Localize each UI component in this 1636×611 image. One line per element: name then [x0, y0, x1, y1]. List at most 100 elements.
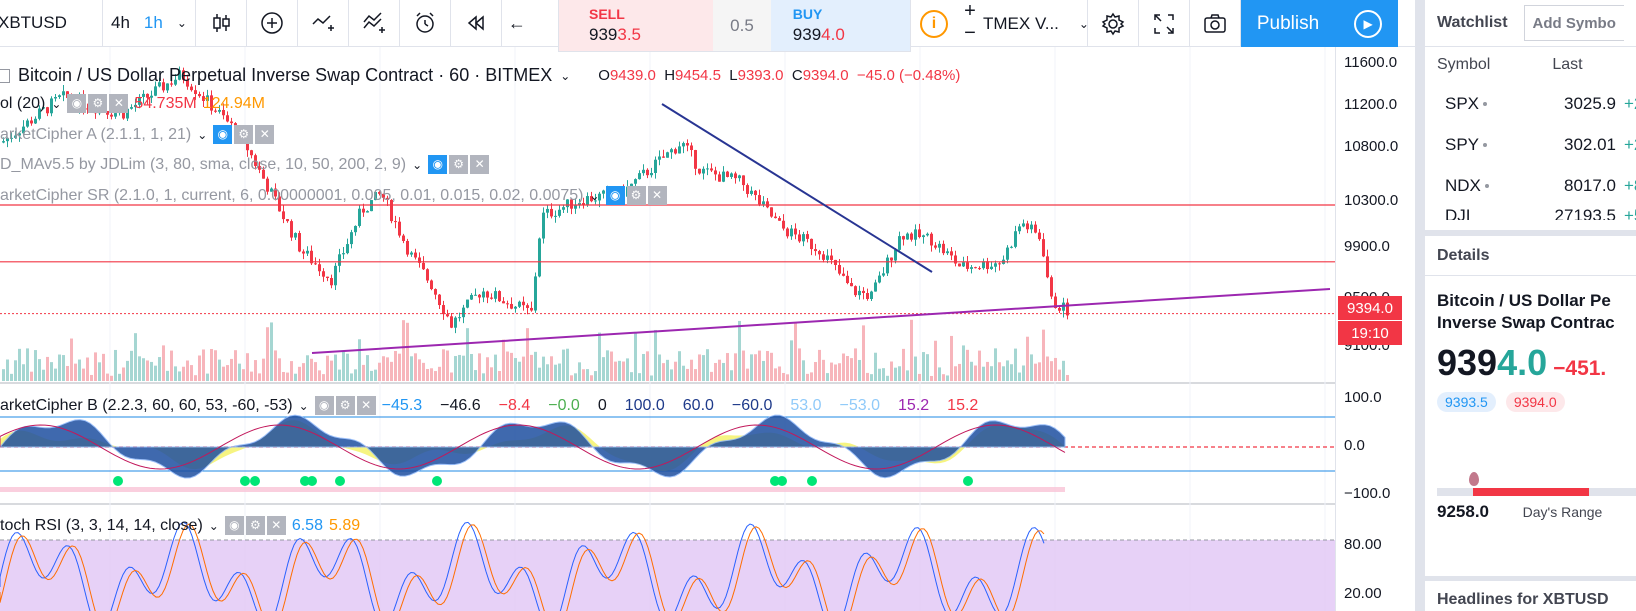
compare-icon[interactable] — [298, 0, 349, 47]
watchlist-row[interactable]: DJI 27193.5 +5 — [1445, 206, 1636, 220]
publish-button[interactable]: Publish ▶ — [1241, 0, 1398, 47]
indicator-cipher-b[interactable]: arketCipher B (2.2.3, 60, 60, 53, -60, -… — [0, 396, 979, 415]
settings-icon[interactable] — [1088, 0, 1139, 47]
close-icon[interactable]: ✕ — [266, 516, 286, 535]
candle-body — [506, 303, 509, 305]
legend-toggle-icon[interactable] — [0, 68, 10, 83]
fullscreen-icon[interactable] — [1139, 0, 1190, 47]
volume-bar — [546, 364, 549, 381]
volume-bar — [626, 358, 629, 381]
indicator-ma[interactable]: D_MAv5.5 by JDLim (3, 80, sma, close, 10… — [0, 155, 490, 174]
alert-icon[interactable] — [400, 0, 451, 47]
volume-bar — [886, 375, 889, 381]
gear-icon[interactable]: ⚙ — [245, 516, 265, 535]
candle-body — [990, 266, 993, 270]
sell-button[interactable]: SELL 9393.5 — [559, 0, 714, 51]
volume-bar — [922, 352, 925, 381]
chart-area[interactable]: Bitcoin / US Dollar Perpetual Inverse Sw… — [0, 47, 1415, 611]
chevron-down-icon[interactable]: ⌄ — [560, 68, 571, 83]
play-icon[interactable]: ▶ — [1354, 9, 1383, 38]
eye-icon[interactable]: ◉ — [428, 155, 448, 174]
candle-body — [674, 149, 677, 154]
watchlist-row[interactable]: NDX 8017.0 +8 — [1445, 175, 1636, 195]
close-icon[interactable]: ✕ — [255, 125, 275, 144]
volume-bar — [542, 356, 545, 381]
volume-bar — [918, 373, 921, 381]
candle-body — [26, 120, 29, 127]
candle-body — [86, 108, 89, 110]
price-chart[interactable] — [0, 47, 1415, 611]
candle-body — [382, 193, 385, 198]
volume-bar — [26, 348, 29, 381]
eye-icon[interactable]: ◉ — [605, 186, 625, 205]
candle-body — [554, 215, 557, 217]
volume-bar — [970, 361, 973, 381]
gear-icon[interactable]: ⚙ — [449, 155, 469, 174]
close-icon[interactable]: ✕ — [470, 155, 490, 174]
account-selector[interactable]: TMEX V... ⌄ — [983, 0, 1089, 47]
gear-icon[interactable]: ⚙ — [88, 94, 108, 113]
interval-1h[interactable]: 1h — [143, 13, 163, 32]
candle-body — [766, 201, 769, 208]
undo-icon[interactable]: ← — [507, 12, 526, 33]
add-symbol-input[interactable]: Add Symbo — [1523, 5, 1624, 41]
candle-body — [422, 262, 425, 270]
watchlist-row[interactable]: SPX 3025.9 +2 — [1445, 93, 1636, 113]
close-icon[interactable]: ✕ — [647, 186, 667, 205]
volume-bar — [290, 361, 293, 381]
indicator-cipher-sr[interactable]: arketCipher SR (2.1.0, 1, current, 6, 0.… — [0, 186, 667, 205]
volume-bar — [1014, 348, 1017, 381]
candle-body — [214, 110, 217, 112]
watchlist-row[interactable]: SPY 302.01 +2 — [1445, 134, 1636, 154]
interval-4h[interactable]: 4h — [111, 13, 130, 32]
volume-bar — [814, 362, 817, 381]
candle-body — [666, 152, 669, 158]
volume-bar — [898, 366, 901, 381]
gear-icon[interactable]: ⚙ — [626, 186, 646, 205]
quantity-stepper[interactable]: + − — [957, 0, 983, 47]
volume-bar — [958, 363, 961, 381]
volume-bar — [1062, 360, 1065, 381]
candle-body — [602, 190, 605, 194]
volume-bar — [474, 370, 477, 381]
minus-button[interactable]: − — [964, 22, 976, 44]
gear-icon[interactable]: ⚙ — [335, 396, 355, 415]
add-indicator-icon[interactable] — [247, 0, 298, 47]
eye-icon[interactable]: ◉ — [314, 396, 334, 415]
replay-icon[interactable] — [451, 0, 502, 47]
candles-icon[interactable] — [196, 0, 247, 47]
volume-bar — [818, 349, 821, 381]
close-icon[interactable]: ✕ — [109, 94, 129, 113]
headlines-title[interactable]: Headlines for XBTUSD — [1425, 581, 1636, 611]
column-last[interactable]: Last — [1552, 56, 1583, 73]
volume-bar — [478, 353, 481, 381]
volume-bar — [186, 360, 189, 381]
candle-body — [842, 273, 845, 276]
close-icon[interactable]: ✕ — [356, 396, 376, 415]
volume-bar — [578, 362, 581, 381]
stoch-k-line — [0, 521, 1045, 611]
buy-signal-dot — [307, 476, 317, 486]
indicator-stoch-rsi[interactable]: toch RSI (3, 3, 14, 14, close) ⌄ ◉ ⚙ ✕ 6.58… — [0, 516, 361, 535]
buy-button[interactable]: BUY 9394.0 — [770, 0, 910, 51]
indicators-icon[interactable] — [349, 0, 400, 47]
gear-icon[interactable]: ⚙ — [234, 125, 254, 144]
volume-bar — [146, 360, 149, 381]
eye-icon[interactable]: ◉ — [67, 94, 87, 113]
interval-dropdown-icon[interactable]: ⌄ — [176, 16, 187, 30]
indicator-cipher-a[interactable]: arketCipher A (2.1.1, 1, 21) ⌄ ◉ ⚙ ✕ — [0, 125, 275, 144]
snapshot-icon[interactable] — [1190, 0, 1241, 47]
symbol-search[interactable]: XBTUSD — [0, 0, 103, 47]
watchlist-header: Watchlist Add Symbo — [1425, 0, 1636, 47]
indicator-volume[interactable]: ol (20) ⌄ ◉ ⚙ ✕ 54.735M 124.94M — [0, 94, 265, 113]
eye-icon[interactable]: ◉ — [224, 516, 244, 535]
volume-bar — [502, 339, 505, 381]
volume-bar — [342, 351, 345, 381]
plus-button[interactable]: + — [964, 0, 976, 22]
eye-icon[interactable]: ◉ — [213, 125, 233, 144]
volume-bar — [238, 363, 241, 381]
column-symbol[interactable]: Symbol — [1437, 56, 1491, 73]
info-icon[interactable]: i — [911, 0, 957, 47]
trade-panel: SELL 9393.5 0.5 BUY 9394.0 — [558, 0, 911, 52]
candle-body — [402, 235, 405, 241]
